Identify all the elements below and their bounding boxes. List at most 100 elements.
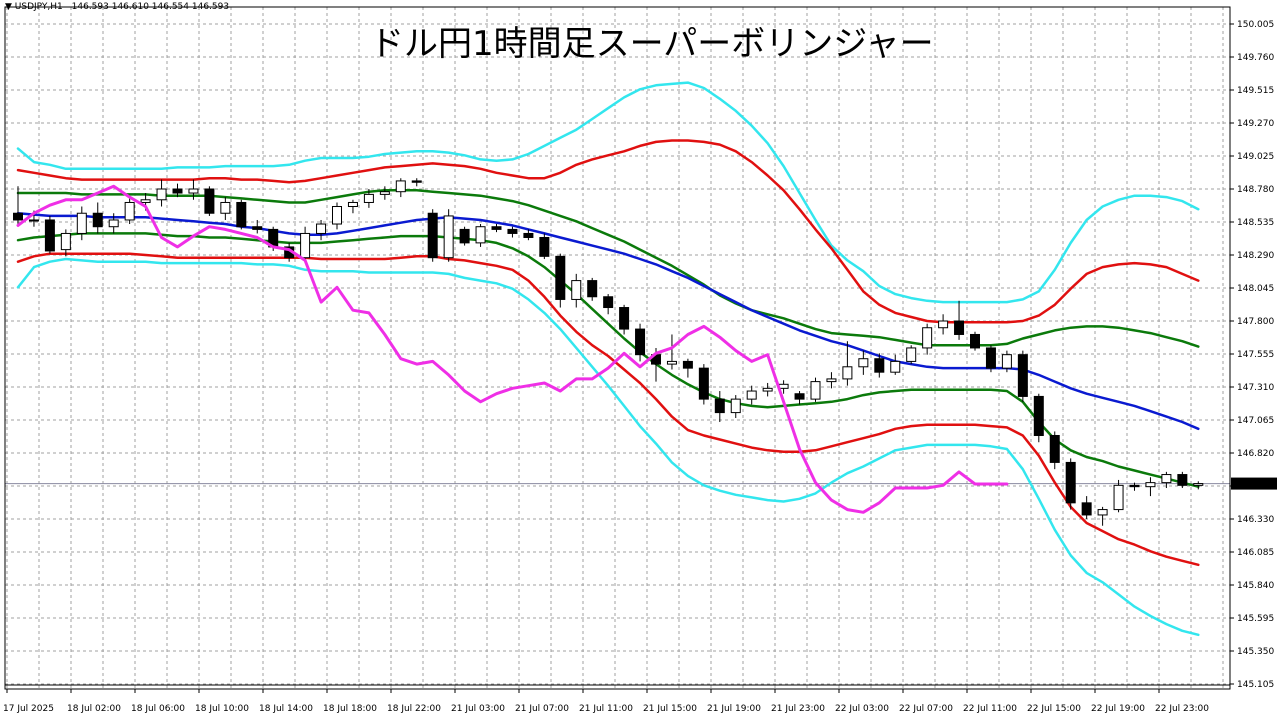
x-tick-label: 22 Jul 07:00 — [899, 704, 953, 714]
candle — [985, 345, 996, 373]
candle-body-bull — [475, 226, 486, 244]
candle — [188, 179, 199, 200]
candle — [1145, 477, 1156, 497]
candle-body-bull — [1113, 484, 1124, 511]
candle — [1081, 496, 1092, 519]
y-tick-label: 149.515 — [1237, 86, 1274, 96]
candle — [571, 273, 582, 308]
candle-body-bull — [858, 358, 869, 368]
y-axis-ticks: 150.005 149.760 149.515 149.270 149.025 148.7… — [1230, 20, 1274, 690]
band-upper-2sigma — [16, 139, 1200, 324]
candle-body-bull — [76, 212, 87, 234]
candle — [970, 331, 980, 351]
candle-body-bull — [347, 201, 358, 208]
candle-body-bear — [1033, 395, 1044, 436]
candle — [395, 178, 406, 198]
candle-body-bear — [539, 236, 550, 257]
candle-body-bull — [188, 188, 199, 194]
candle-body-bull — [124, 201, 135, 221]
candle-body-bear — [523, 232, 534, 238]
candle-body-bear — [252, 226, 263, 230]
candle — [332, 202, 342, 230]
current-price-marker: 146.593 — [1231, 477, 1277, 490]
candle — [1065, 458, 1076, 510]
x-tick-label: 18 Jul 18:00 — [323, 704, 377, 714]
candle-body-bull — [571, 280, 582, 300]
candle-body-bear — [985, 347, 996, 369]
candle — [411, 178, 422, 187]
candle — [858, 350, 869, 375]
x-tick-label: 21 Jul 03:00 — [451, 704, 505, 714]
band-lower-3sigma — [16, 257, 1200, 637]
candle — [1001, 350, 1012, 373]
candle-body-bull — [395, 180, 406, 193]
candle — [1033, 393, 1044, 443]
candle — [13, 186, 23, 227]
y-tick-label: 150.005 — [1237, 20, 1274, 30]
candle-body-bear — [1081, 502, 1092, 516]
candle-body-bear — [1177, 474, 1188, 486]
candle-body-bull — [443, 215, 454, 259]
candle — [619, 304, 630, 335]
candle-body-bull — [1193, 483, 1204, 486]
candle — [555, 253, 566, 308]
candle — [427, 209, 438, 262]
y-tick-label: 146.085 — [1237, 548, 1274, 558]
candle — [954, 300, 965, 340]
y-tick-label: 145.595 — [1237, 614, 1274, 624]
y-tick-label: 148.780 — [1237, 185, 1274, 195]
candle — [507, 226, 518, 238]
candle-body-bear — [172, 188, 183, 194]
candle — [603, 294, 614, 315]
candle — [938, 314, 949, 335]
candle — [794, 391, 805, 405]
candle-body-bull — [1161, 474, 1172, 484]
current-price-box — [1231, 477, 1277, 490]
y-tick-label: 149.270 — [1237, 119, 1274, 129]
candle — [826, 372, 837, 389]
candle-body-bear — [13, 212, 23, 221]
candle-body-bear — [794, 393, 805, 400]
x-tick-label: 22 Jul 03:00 — [835, 704, 889, 714]
lagging-span-layer — [16, 184, 1009, 514]
candle-body-bear — [1065, 461, 1076, 504]
chart-title: ドル円1時間足スーパーボリンジャー — [370, 24, 934, 64]
x-tick-label: 18 Jul 22:00 — [387, 704, 441, 714]
x-tick-label: 22 Jul 19:00 — [1091, 704, 1145, 714]
candle-body-bull — [746, 390, 757, 400]
candle-body-bear — [1017, 354, 1028, 397]
candle-body-bull — [826, 378, 837, 383]
plot-frame — [4, 6, 1231, 690]
candle-body-bull — [156, 188, 167, 201]
candle-body-bear — [427, 212, 438, 259]
y-tick-label: 147.555 — [1237, 350, 1274, 360]
x-tick-label: 22 Jul 11:00 — [963, 704, 1017, 714]
collapse-arrow-icon[interactable]: ▼ — [5, 2, 12, 12]
candle — [730, 395, 741, 418]
y-tick-label: 149.025 — [1237, 152, 1274, 162]
x-tick-label: 18 Jul 06:00 — [131, 704, 185, 714]
current-price-label: 146.593 — [1237, 480, 1274, 490]
x-tick-label: 22 Jul 23:00 — [1155, 704, 1209, 714]
chart-axes — [4, 6, 1231, 690]
x-tick-label: 18 Jul 10:00 — [195, 704, 249, 714]
candle — [1097, 506, 1108, 526]
y-tick-label: 148.045 — [1237, 284, 1274, 294]
candle-body-bull — [890, 360, 901, 373]
candle — [746, 385, 757, 405]
candle-body-bear — [970, 333, 980, 349]
candle-body-bull — [730, 398, 741, 414]
candle-body-bear — [491, 226, 502, 230]
candle-body-bull — [906, 347, 917, 362]
candle — [1129, 482, 1140, 491]
y-tick-label: 149.760 — [1237, 53, 1274, 63]
candle-body-bear — [698, 367, 709, 400]
candle-body-bull — [140, 199, 151, 203]
symbol-name: USDJPY,H1 — [14, 2, 63, 12]
lagging-span-line — [16, 184, 1009, 514]
candle-body-bear — [874, 358, 885, 373]
chart-grid — [5, 7, 1230, 689]
candle — [316, 219, 327, 241]
candle-body-bull — [1145, 482, 1156, 488]
band-middle-sma — [16, 211, 1200, 431]
